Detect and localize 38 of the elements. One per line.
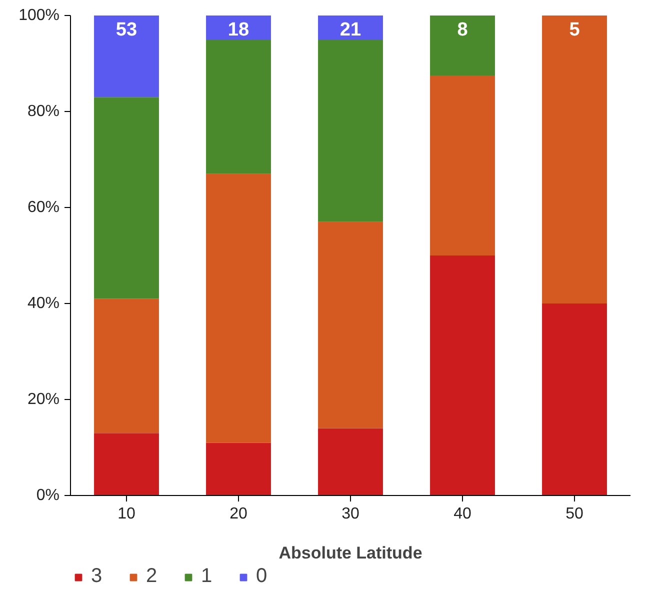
bar <box>94 298 159 434</box>
x-tick-label: 30 <box>342 506 360 522</box>
legend-label: 0 <box>256 565 268 588</box>
x-tick-label: 20 <box>230 506 248 522</box>
bar <box>94 97 159 299</box>
y-tick-label: 60% <box>27 199 60 216</box>
bar <box>94 433 159 496</box>
bar <box>542 304 607 496</box>
bar <box>206 16 271 40</box>
bar <box>206 442 271 496</box>
bar <box>318 222 383 428</box>
legend-label: 1 <box>201 565 214 588</box>
legend-label: 2 <box>146 565 158 588</box>
bar <box>206 40 271 174</box>
bar <box>430 76 495 256</box>
y-tick-label: 20% <box>27 391 60 408</box>
x-tick-label: 40 <box>454 506 472 522</box>
annotation: 21 <box>340 20 362 40</box>
annotation: 8 <box>457 20 468 40</box>
annotation: 53 <box>116 20 138 40</box>
bar <box>430 256 495 496</box>
x-tick-label: 10 <box>118 506 136 522</box>
bar <box>206 174 271 443</box>
y-tick-label: 0% <box>36 487 60 504</box>
y-tick-label: 80% <box>27 103 60 120</box>
y-tick-label: 40% <box>27 295 60 312</box>
x-tick-label: 50 <box>566 506 584 522</box>
x-axis-title: Absolute Latitude <box>278 544 422 562</box>
bar <box>318 428 383 496</box>
y-tick-label: 100% <box>18 7 60 24</box>
bar <box>318 16 383 40</box>
bar <box>542 16 607 304</box>
annotation: 18 <box>228 20 250 40</box>
bar <box>94 16 159 98</box>
bar <box>430 16 495 76</box>
legend-label: 3 <box>91 565 104 588</box>
bar <box>318 40 383 222</box>
annotation: 5 <box>569 20 580 40</box>
